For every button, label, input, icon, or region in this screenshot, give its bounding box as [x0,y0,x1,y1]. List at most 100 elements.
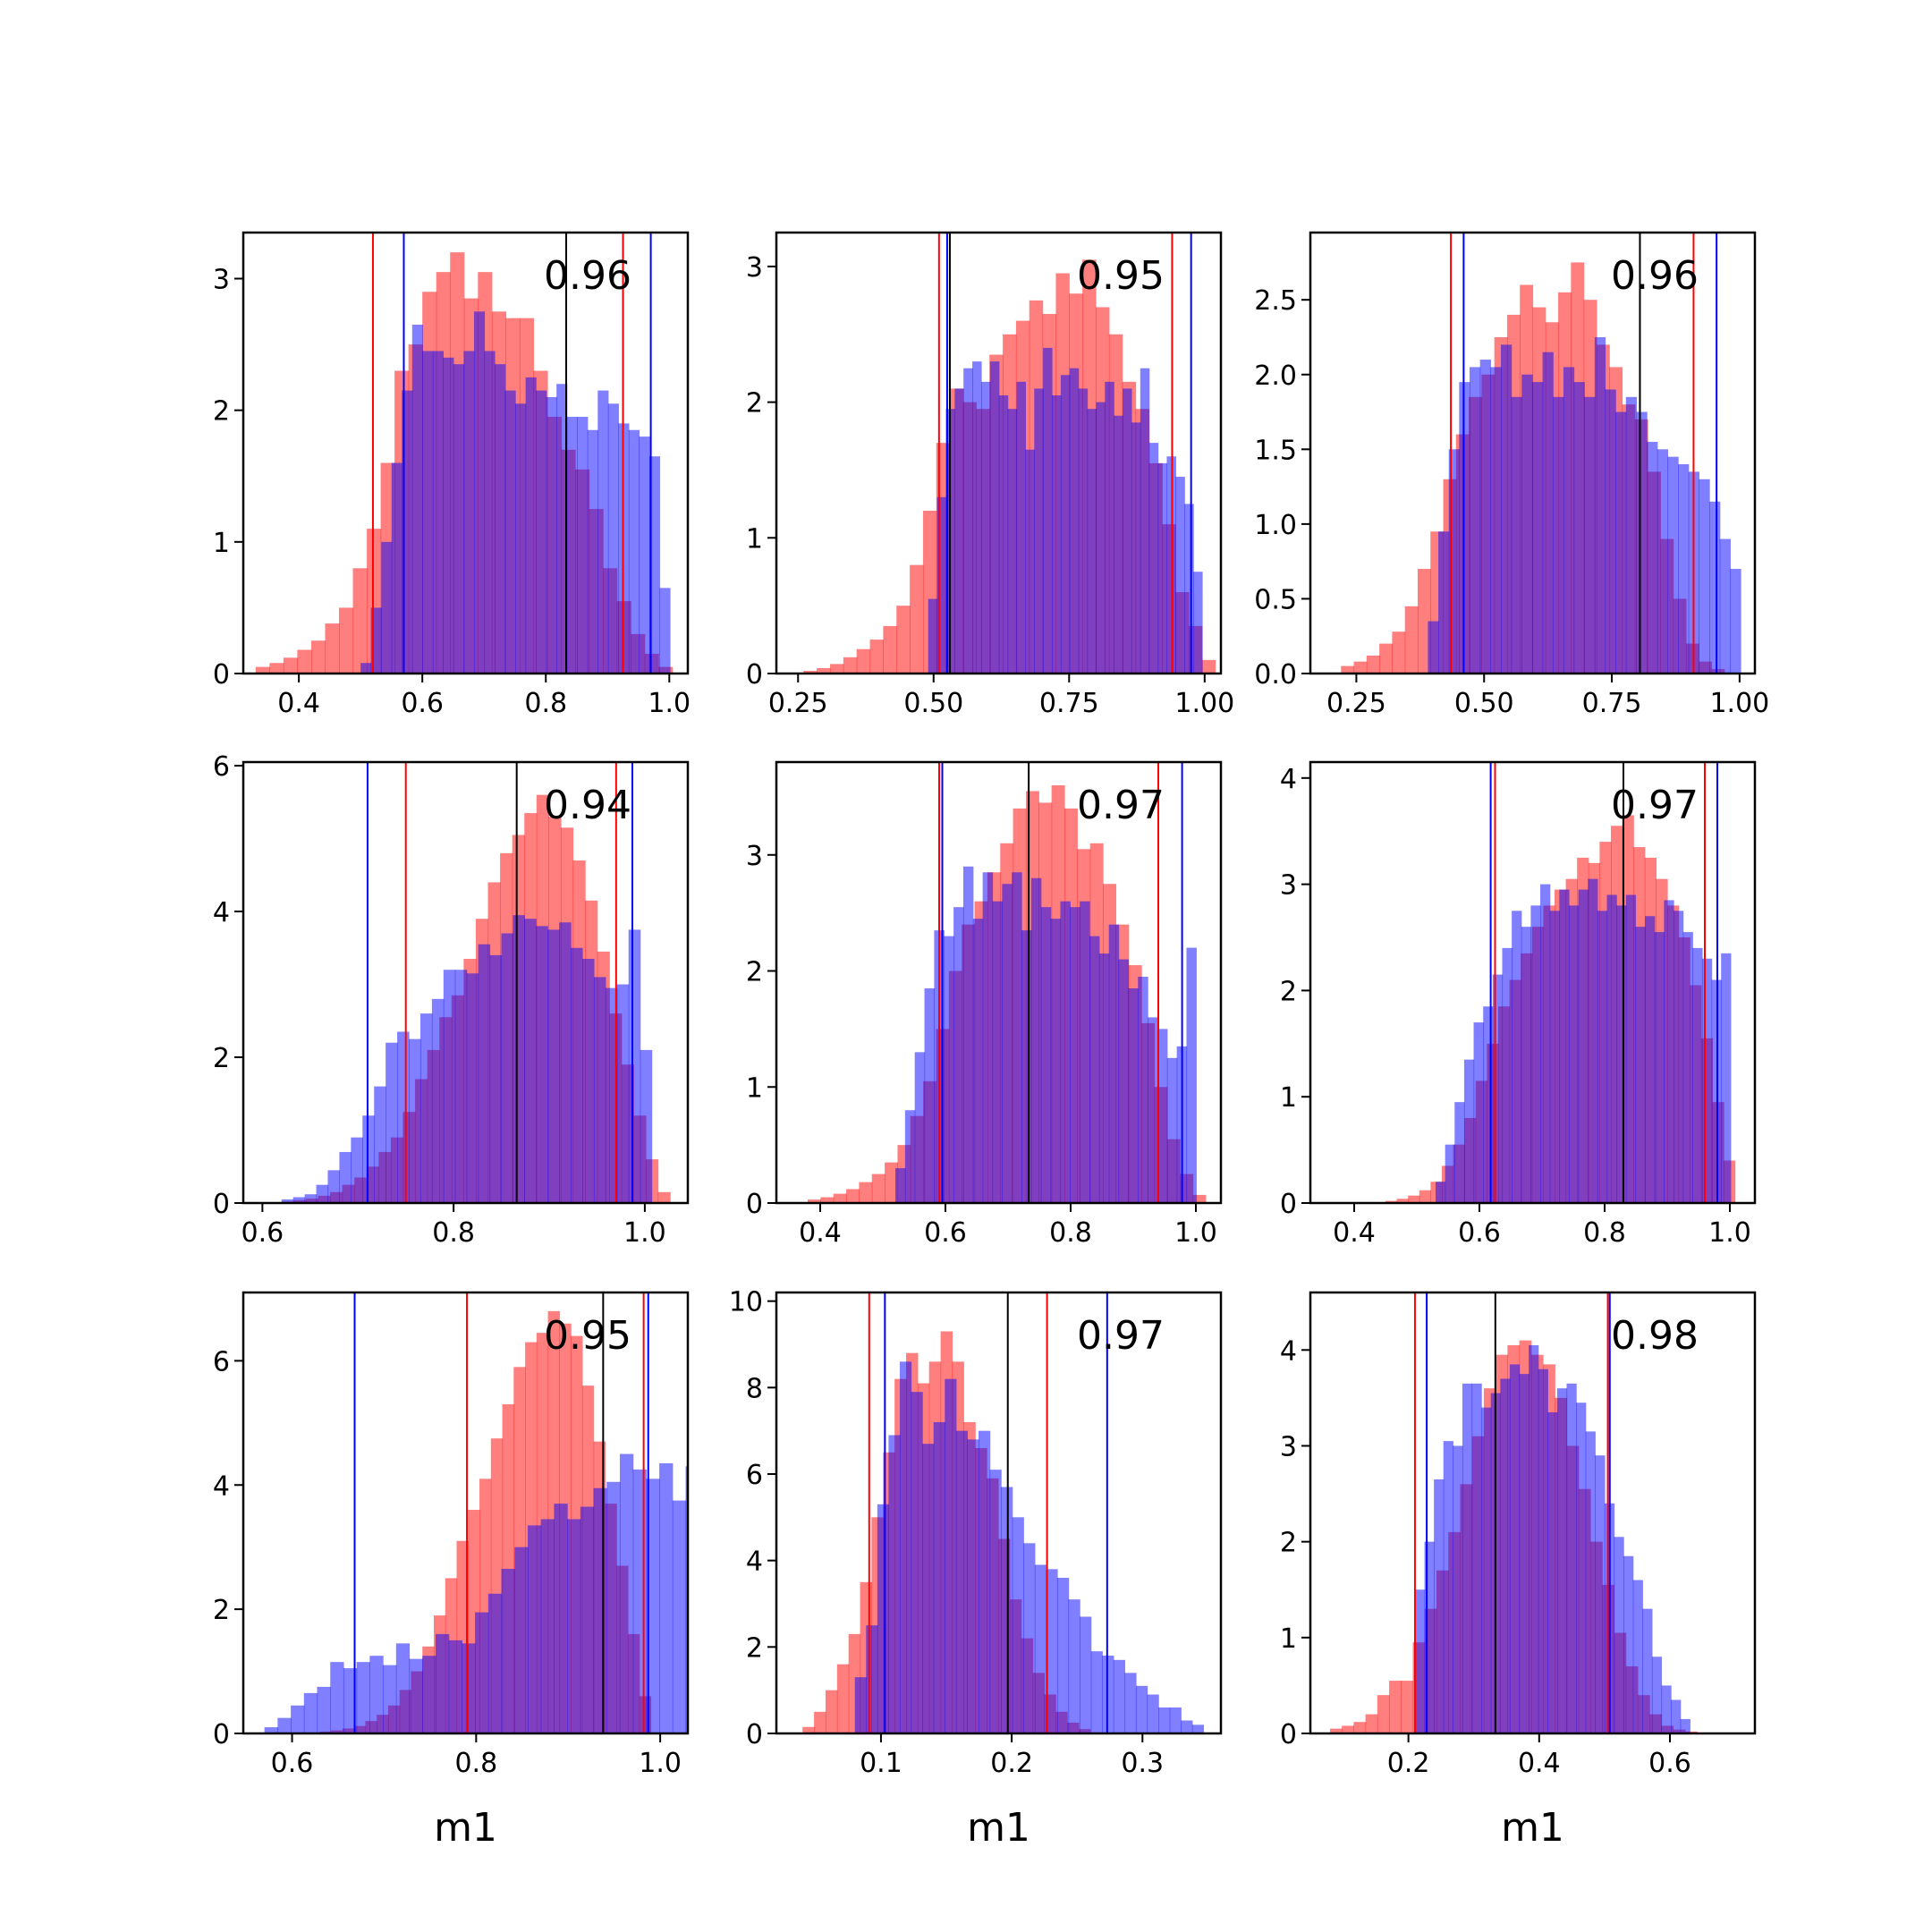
blue-histogram-bar [397,1031,410,1203]
blue-histogram-bar [1124,1673,1137,1733]
blue-histogram-bar [1636,411,1648,674]
x-tick-label: 0.6 [242,1217,284,1249]
blue-histogram-bar [1193,572,1203,674]
blue-histogram-bar [1463,1059,1475,1203]
blue-histogram-bar [524,919,537,1203]
blue-histogram-bar [463,351,475,674]
y-tick-label: 0 [1280,1719,1297,1750]
blue-histogram-bar [1632,1580,1643,1733]
blue-histogram-bar [1500,344,1513,674]
blue-histogram-bar [1651,1657,1663,1733]
blue-histogram-bar [478,944,491,1203]
blue-histogram-bar [1490,367,1502,674]
blue-histogram-bar [1118,959,1129,1203]
axes-frame [242,231,690,675]
red-histogram-bar [817,667,831,674]
red-histogram-bar [1396,1199,1409,1203]
blue-histogram-bar [1140,368,1150,674]
red-histogram-bar [1329,1728,1343,1733]
blue-histogram-bar [1719,538,1731,674]
x-tick-label: 0.50 [1454,688,1514,719]
y-tick-label: 3 [1280,870,1297,902]
red-histogram-bar [297,649,312,674]
blue-histogram-bar [1512,911,1522,1203]
red-histogram-bar [1379,643,1393,674]
x-tick-label: 0.4 [1333,1217,1376,1249]
y-tick-label: 2 [1280,1528,1297,1559]
blue-histogram-bar [980,381,991,674]
blue-histogram-bar [1021,930,1032,1203]
y-tick-label: 2.5 [1254,285,1297,317]
blue-histogram-bar [866,1625,878,1733]
blue-histogram-bar [1169,1707,1182,1733]
y-tick-label: 6 [746,1460,763,1491]
y-tick-label: 2 [746,1632,763,1664]
blue-histogram-bar [1661,1685,1672,1733]
blue-histogram-bar [409,1038,421,1203]
blue-histogram-bar [1186,947,1197,1203]
red-histogram-bar [885,1162,899,1203]
red-histogram-bar [896,606,911,674]
blue-histogram-bar [955,1430,969,1733]
blue-histogram-bar [1025,449,1035,674]
blue-histogram [360,311,671,674]
blue-histogram-bar [1012,872,1022,1203]
blue-histogram-bar [659,1462,674,1733]
blue-histogram-bar [383,1665,397,1733]
blue-histogram-bar [1584,396,1596,674]
blue-histogram-bar [580,1506,595,1733]
y-tick-label: 2 [746,957,763,988]
blue-histogram-bar [1454,1102,1465,1203]
blue-histogram-bar [1080,1616,1092,1733]
blue-histogram-bar [1553,396,1564,674]
red-histogram-bar [325,623,340,674]
blue-histogram-bar [1500,1378,1511,1733]
red-histogram-bar [1389,1681,1402,1733]
blue-histogram-bar [1034,388,1044,674]
blue-histogram [281,915,653,1203]
blue-histogram-bar [648,456,661,674]
blue-histogram-bar [1040,907,1052,1203]
y-tick-label: 4 [1280,764,1297,795]
red-histogram-bar [856,648,871,674]
blue-histogram-bar [1556,1388,1568,1733]
blue-histogram-bar [567,1519,581,1733]
blue-histogram-bar [419,1013,433,1203]
blue-histogram-bar [264,1727,278,1733]
blue-histogram-bar [972,919,984,1203]
blue-histogram-bar [292,1197,306,1203]
blue-histogram-bar [607,403,619,674]
blue-histogram-bar [1002,884,1013,1203]
blue-histogram-bar [1682,932,1693,1203]
x-axis-label: m1 [1501,1805,1564,1851]
blue-histogram-bar [1090,1651,1103,1733]
red-histogram-bar [352,568,368,674]
blue-histogram [928,347,1203,674]
blue-histogram-bar [291,1705,305,1733]
blue-histogram-bar [619,1453,634,1733]
blue-histogram-bar [1068,1599,1080,1733]
blue-histogram-bar [953,907,964,1203]
axes-frame [1309,1291,1757,1735]
x-tick-label: 0.8 [524,688,567,719]
blue-histogram-bar [1078,388,1089,674]
panel-3: 0.25 0.50 0.75 1.00 0.0 0.5 1.0 1.5 2.0 2.5 0.96 [1254,231,1769,719]
red-histogram-bar [310,640,326,674]
red-histogram-bar [910,564,924,674]
axes-frame [242,1291,690,1735]
axes-frame [775,760,1223,1205]
blue-histogram-bar [1699,479,1710,674]
blue-histogram-bar [606,1481,621,1733]
blue-histogram-bar [525,377,537,674]
blue-histogram-bar [587,429,598,674]
y-tick-label: 1 [213,528,230,559]
blue-histogram-bar [1016,381,1026,674]
y-tick-label: 1 [746,1072,763,1104]
blue-histogram-bar [1114,415,1123,674]
blue-histogram-bar [566,417,578,674]
panel-5: 0.4 0.6 0.8 1.0 0 1 2 3 0.97 [746,760,1223,1249]
x-tick-label: 0.4 [1518,1748,1561,1779]
blue-histogram-bar [928,598,938,674]
axes-frame [775,231,1223,675]
blue-histogram-bar [1585,1431,1596,1733]
